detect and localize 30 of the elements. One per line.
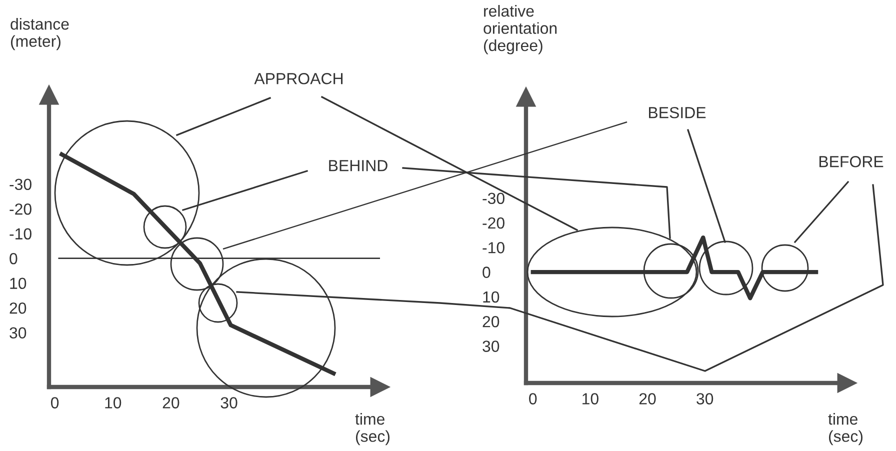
y-tick-label: 30 bbox=[482, 340, 500, 352]
y-tick-label: -10 bbox=[10, 228, 32, 240]
y-tick-label: -10 bbox=[482, 242, 504, 254]
x-tick-label: 10 bbox=[582, 393, 598, 404]
x-tick-label: 0 bbox=[50, 397, 59, 408]
y-axis-title: relative orientation (degree) bbox=[484, 5, 557, 54]
text: APPROACH bbox=[254, 72, 343, 84]
y-tick-label: -30 bbox=[10, 178, 32, 190]
y-axis-title: distance (meter) bbox=[10, 18, 69, 50]
x-axis-title: time (sec) bbox=[355, 413, 390, 446]
y-tick-label: 20 bbox=[10, 302, 26, 314]
y-tick-label: -20 bbox=[10, 203, 32, 215]
y-tick-label: -20 bbox=[482, 217, 504, 229]
x-tick-label: 0 bbox=[529, 393, 537, 404]
y-tick-label: 0 bbox=[482, 266, 490, 278]
annotation: BEFORE bbox=[819, 156, 884, 168]
x-tick-label: 30 bbox=[220, 397, 238, 408]
y-tick-label: 10 bbox=[10, 278, 26, 290]
y-tick-label: 30 bbox=[10, 327, 26, 339]
x-axis-title: time (sec) bbox=[828, 413, 862, 446]
y-tick-label: -30 bbox=[482, 192, 504, 204]
x-tick-label: 20 bbox=[162, 397, 180, 408]
y-tick-label: 0 bbox=[10, 252, 18, 264]
y-tick-label: 20 bbox=[482, 316, 500, 328]
x-tick-label: 30 bbox=[696, 393, 714, 404]
annotation: BEHIND bbox=[329, 160, 388, 172]
x-tick-label: 10 bbox=[105, 397, 122, 408]
y-tick-label: 10 bbox=[483, 291, 500, 303]
annotation: BESIDE bbox=[649, 106, 706, 118]
x-tick-label: 20 bbox=[639, 393, 656, 404]
